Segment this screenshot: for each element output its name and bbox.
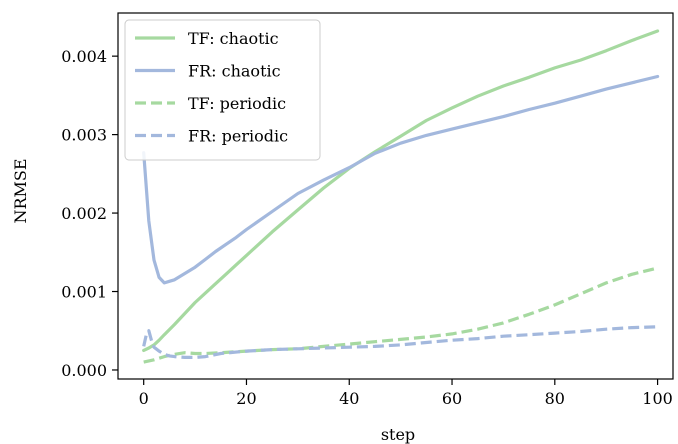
series-line-0 (142, 29, 660, 352)
plot-frame (117, 12, 674, 380)
legend-label-2: TF: periodic (188, 94, 286, 113)
x-tick-label-4: 80 (545, 389, 565, 408)
legend-box (124, 19, 321, 161)
legend: TF: chaotic FR: chaotic TF: periodic FR: pe… (124, 19, 321, 161)
legend-label-3: FR: periodic (188, 127, 288, 146)
x-axis-label: step (381, 425, 415, 444)
x-tick-label-2: 40 (339, 389, 359, 408)
x-tick-label-0: 0 (139, 389, 149, 408)
series-line-2 (143, 266, 658, 364)
y-axis-label: NRMSE (11, 158, 30, 223)
y-tick-label-1: 0.001 (61, 283, 107, 302)
y-tick-label-4: 0.004 (61, 47, 107, 66)
series-layer (142, 29, 660, 364)
series-line-1 (142, 74, 660, 285)
legend-label-1: FR: chaotic (188, 62, 281, 81)
y-tick-label-0: 0.000 (61, 361, 107, 380)
x-tick-label-3: 60 (442, 389, 462, 408)
series-line-3 (142, 325, 658, 359)
x-tick-label-1: 20 (236, 389, 256, 408)
legend-label-0: TF: chaotic (188, 29, 279, 48)
axes-layer: 0 20 40 60 80 100 0.000 0.001 0.002 0.003 0.004 (61, 12, 674, 408)
x-tick-label-5: 100 (642, 389, 673, 408)
y-tick-label-2: 0.002 (61, 204, 107, 223)
y-tick-label-3: 0.003 (61, 126, 107, 145)
